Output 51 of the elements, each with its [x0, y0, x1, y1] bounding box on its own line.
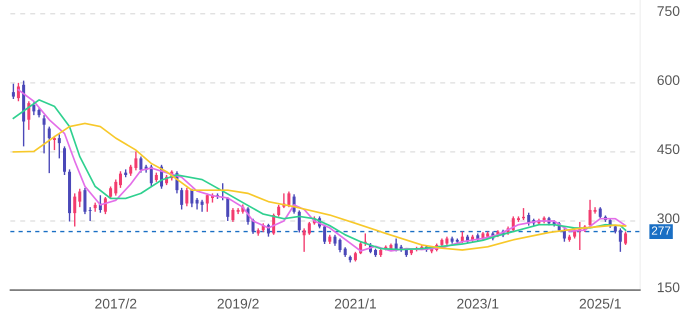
candlestick: [94, 202, 97, 212]
x-tick-label: 2017/2: [95, 298, 136, 309]
candlestick: [32, 102, 36, 116]
candlestick: [42, 114, 46, 154]
candlestick: [52, 135, 56, 151]
candlestick: [58, 134, 61, 160]
line-series: [12, 122, 626, 251]
candlestick: [598, 206, 602, 220]
candlestick: [190, 188, 194, 208]
candlestick: [226, 196, 230, 222]
candlestick: [180, 187, 184, 210]
x-tick-label: 2023/1: [457, 298, 498, 309]
candlestick: [588, 199, 592, 228]
y-tick-label: 450: [657, 144, 680, 154]
candlestick: [338, 238, 342, 253]
candlestick: [129, 164, 132, 177]
x-tick-label: 2021/1: [334, 298, 376, 309]
x-tick-label: 2019/2: [218, 298, 259, 309]
candlestick: [109, 186, 112, 200]
candlestick: [48, 126, 51, 174]
ref-line-label: 277: [652, 226, 670, 235]
candlestick: [231, 207, 234, 223]
candlestick: [73, 192, 76, 228]
x-tick-label: 2025/1: [580, 298, 621, 309]
candlestick: [139, 156, 142, 174]
candlestick: [196, 197, 199, 210]
candlestick: [333, 234, 336, 247]
candlestick: [302, 228, 306, 253]
y-tick-label: 600: [658, 75, 680, 86]
candlestick: [38, 108, 41, 118]
candlestick: [88, 206, 92, 222]
candlestick: [287, 190, 290, 208]
y-tick-label: 150: [658, 282, 680, 292]
candlestick: [78, 188, 82, 208]
y-tick-label: 750: [658, 6, 680, 16]
candlestick: [154, 172, 158, 183]
candlestick: [277, 204, 280, 218]
candlestick: [200, 199, 204, 212]
candlestick: [63, 146, 66, 176]
candlestick: [185, 187, 188, 207]
candlestick: [618, 228, 622, 253]
candlestick: [624, 230, 628, 246]
candlestick: [328, 234, 332, 245]
candlestick: [344, 246, 347, 258]
candlestick: [83, 187, 86, 215]
candlestick: [134, 150, 138, 172]
y-tick-label: 300: [657, 213, 680, 224]
candlestick: [12, 83, 15, 100]
candlestick: [308, 221, 311, 236]
candlestick: [354, 251, 357, 262]
candlestick: [323, 224, 326, 245]
